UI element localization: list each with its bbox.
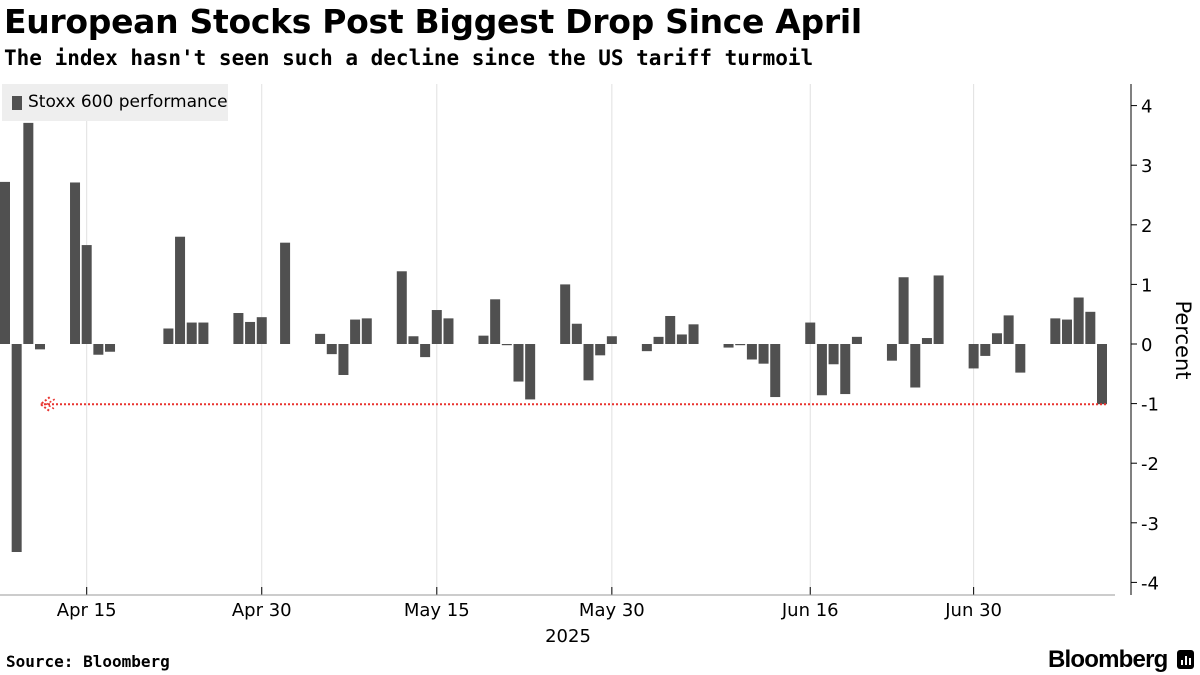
- bar: [245, 321, 256, 344]
- y-tick-label: 3: [1141, 156, 1152, 177]
- y-tick-label: 2: [1141, 216, 1152, 237]
- bar: [256, 317, 267, 344]
- bar: [420, 344, 431, 358]
- bar: [933, 275, 944, 344]
- bar: [851, 336, 862, 344]
- bar: [326, 344, 337, 355]
- bar: [408, 336, 419, 344]
- bar: [163, 328, 174, 344]
- bar: [746, 344, 757, 360]
- x-tick-label: May 15: [404, 600, 470, 621]
- y-tick-label: -2: [1141, 454, 1159, 475]
- bar: [1003, 315, 1014, 344]
- bar: [606, 336, 617, 344]
- bar: [198, 322, 209, 344]
- y-axis-label: Percent: [1171, 300, 1195, 379]
- bar: [805, 322, 816, 344]
- bar: [910, 344, 921, 388]
- bar: [723, 344, 734, 348]
- annotation-arrowhead: [45, 398, 56, 410]
- bar: [898, 277, 909, 344]
- bar: [443, 318, 454, 344]
- y-tick-label: 0: [1141, 335, 1152, 356]
- bar: [35, 344, 46, 350]
- x-tick-label: May 30: [579, 600, 645, 621]
- y-tick-label: -4: [1141, 573, 1159, 594]
- bar: [583, 344, 594, 381]
- x-tick-label: Jun 30: [944, 600, 1002, 621]
- bar: [431, 310, 442, 344]
- bar: [770, 344, 781, 398]
- bar: [315, 333, 326, 344]
- legend-swatch: [12, 96, 22, 110]
- source-note: Source: Bloomberg: [6, 652, 170, 671]
- bar: [1050, 318, 1061, 344]
- bar: [81, 245, 92, 344]
- bar: [1015, 344, 1026, 373]
- bar: [980, 344, 991, 356]
- bar: [676, 334, 687, 344]
- bar: [280, 242, 291, 344]
- bar: [233, 313, 244, 344]
- y-axis: 4 3 2 1 0 -1 -2 -3 -4: [1130, 84, 1159, 595]
- bar: [1061, 319, 1072, 344]
- bar: [1073, 297, 1084, 344]
- bar: [595, 344, 606, 356]
- x-tick-label: Jun 16: [781, 600, 839, 621]
- bar: [525, 344, 536, 400]
- bar: [175, 236, 186, 344]
- bar: [886, 344, 897, 361]
- y-tick-label: -1: [1141, 395, 1159, 416]
- bar: [991, 333, 1002, 344]
- bar: [571, 323, 582, 344]
- y-tick-label: -3: [1141, 514, 1159, 535]
- bar: [840, 344, 851, 395]
- bars: [0, 122, 1107, 553]
- bar: [490, 299, 501, 344]
- x-axis-year-label: 2025: [545, 626, 591, 647]
- bar: [105, 344, 116, 352]
- bar: [735, 344, 746, 346]
- legend-label: Stoxx 600 performance: [28, 92, 228, 112]
- bar: [758, 344, 769, 364]
- bar: [70, 182, 81, 344]
- bar: [560, 284, 571, 344]
- bar: [0, 181, 10, 344]
- bar: [501, 344, 512, 346]
- bar: [350, 319, 361, 344]
- bar: [478, 335, 489, 344]
- bar: [513, 344, 524, 382]
- x-tick-label: Apr 30: [232, 600, 292, 621]
- bar: [23, 122, 34, 344]
- bar: [338, 344, 349, 375]
- bar: [1097, 344, 1107, 405]
- annotation-arrow: [39, 396, 1106, 412]
- y-tick-label: 1: [1141, 275, 1152, 296]
- bar: [665, 315, 676, 344]
- bloomberg-logo: Bloomberg: [1048, 646, 1168, 673]
- bar: [11, 344, 22, 553]
- bloomberg-terminal-icon: [1177, 650, 1194, 669]
- bar: [641, 344, 652, 352]
- y-tick-label: 4: [1141, 97, 1152, 118]
- bar: [653, 336, 664, 344]
- bar: [816, 344, 827, 396]
- chart-title: European Stocks Post Biggest Drop Since …: [4, 2, 862, 41]
- chart-subtitle: The index hasn't seen such a decline sin…: [4, 46, 814, 70]
- x-tick-label: Apr 15: [57, 600, 117, 621]
- bar: [968, 344, 979, 369]
- bar: [828, 344, 839, 365]
- bar: [186, 322, 197, 344]
- bar: [1085, 311, 1096, 344]
- bar: [921, 338, 932, 344]
- bar: [93, 344, 104, 355]
- bar: [361, 318, 372, 344]
- x-axis: Apr 15 Apr 30 May 15 May 30 Jun 16 Jun 30: [0, 587, 1115, 621]
- bar: [688, 324, 699, 344]
- legend: Stoxx 600 performance: [2, 84, 228, 121]
- gridlines: [86, 84, 975, 595]
- bar: [396, 271, 407, 344]
